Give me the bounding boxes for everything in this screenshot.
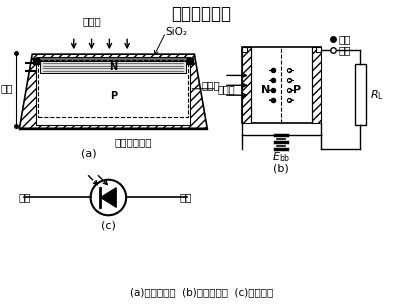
Text: (a): (a) xyxy=(81,149,96,159)
Bar xyxy=(33,58,39,64)
Text: 入射光: 入射光 xyxy=(82,17,101,26)
Polygon shape xyxy=(20,54,207,128)
Polygon shape xyxy=(242,47,321,124)
Text: 电子: 电子 xyxy=(339,34,351,44)
Text: P: P xyxy=(110,91,117,101)
Text: P: P xyxy=(293,85,301,95)
Text: N: N xyxy=(261,85,271,95)
Text: 硅光电二极管: 硅光电二极管 xyxy=(171,5,231,22)
Text: 电极: 电极 xyxy=(1,83,14,93)
Polygon shape xyxy=(40,61,186,73)
Polygon shape xyxy=(36,57,190,61)
Bar xyxy=(355,64,367,125)
Polygon shape xyxy=(100,188,116,207)
Text: $E_{\rm bb}$: $E_{\rm bb}$ xyxy=(272,150,291,164)
Polygon shape xyxy=(312,47,321,124)
Polygon shape xyxy=(242,47,251,124)
Polygon shape xyxy=(36,57,190,125)
Text: 耗尽区: 耗尽区 xyxy=(217,84,235,94)
Text: $R_{\rm L}$: $R_{\rm L}$ xyxy=(370,88,384,102)
Text: 前极: 前极 xyxy=(18,192,31,202)
Text: SiO₂: SiO₂ xyxy=(166,27,188,37)
Text: 后极: 后极 xyxy=(180,192,192,202)
Bar xyxy=(187,58,193,64)
Text: 镀镍蒸铝电极: 镀镍蒸铝电极 xyxy=(114,137,152,147)
Text: (c): (c) xyxy=(101,220,116,230)
Text: 入射光: 入射光 xyxy=(201,80,220,90)
Bar xyxy=(316,47,321,52)
Text: (b): (b) xyxy=(273,164,289,174)
Text: (a)结构原理；  (b)工作原理；  (c)电路符号: (a)结构原理； (b)工作原理； (c)电路符号 xyxy=(130,287,273,298)
Text: N: N xyxy=(109,62,117,72)
Text: 空穴: 空穴 xyxy=(339,45,351,55)
Bar xyxy=(242,47,247,52)
